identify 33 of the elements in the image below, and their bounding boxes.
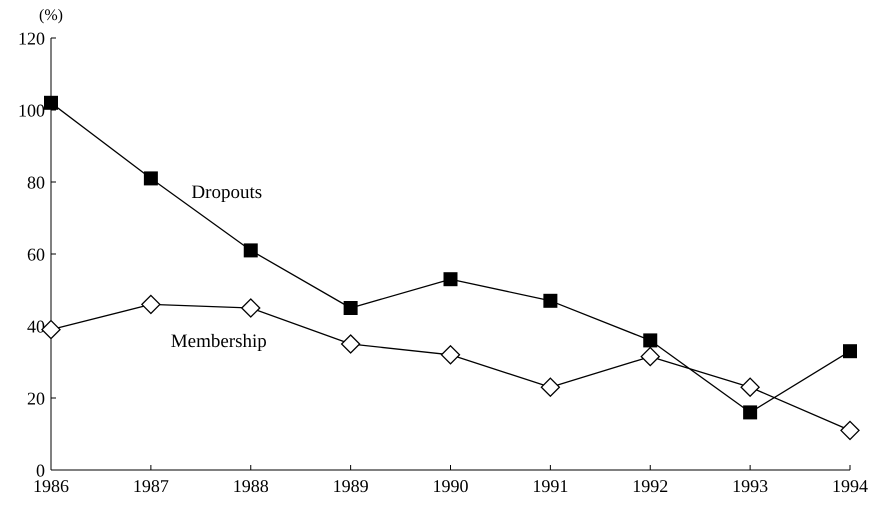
point xyxy=(640,346,660,366)
series-label: Dropouts xyxy=(191,182,262,204)
point xyxy=(340,334,360,354)
x-tick-label: 1990 xyxy=(432,476,468,496)
x-tick-label: 1992 xyxy=(632,476,668,496)
x-tick-label: 1987 xyxy=(132,476,169,496)
point xyxy=(241,298,260,318)
y-tick-label: 60 xyxy=(27,244,45,264)
point xyxy=(743,405,758,420)
point xyxy=(540,378,560,397)
point xyxy=(440,345,460,364)
point xyxy=(543,294,558,308)
point xyxy=(44,96,58,110)
y-tick-label: 80 xyxy=(27,172,45,192)
point xyxy=(144,171,158,186)
x-tick-label: 1994 xyxy=(832,476,868,496)
x-tick-label: 1988 xyxy=(232,476,269,496)
y-tick-label: 20 xyxy=(27,388,45,408)
x-tick-label: 1989 xyxy=(332,476,369,496)
point xyxy=(840,420,860,440)
point xyxy=(740,378,760,397)
point xyxy=(344,301,358,315)
y-tick-label: 100 xyxy=(18,100,45,120)
point xyxy=(444,272,458,286)
series-label: Membership xyxy=(170,330,267,352)
x-tick-label: 1991 xyxy=(532,476,568,496)
point xyxy=(643,333,658,348)
point xyxy=(244,243,258,258)
y-axis-title: (%) xyxy=(39,7,63,24)
x-tick-label: 1993 xyxy=(732,476,768,496)
point xyxy=(141,294,161,314)
y-tick-label: 120 xyxy=(18,28,45,48)
point xyxy=(843,344,857,358)
